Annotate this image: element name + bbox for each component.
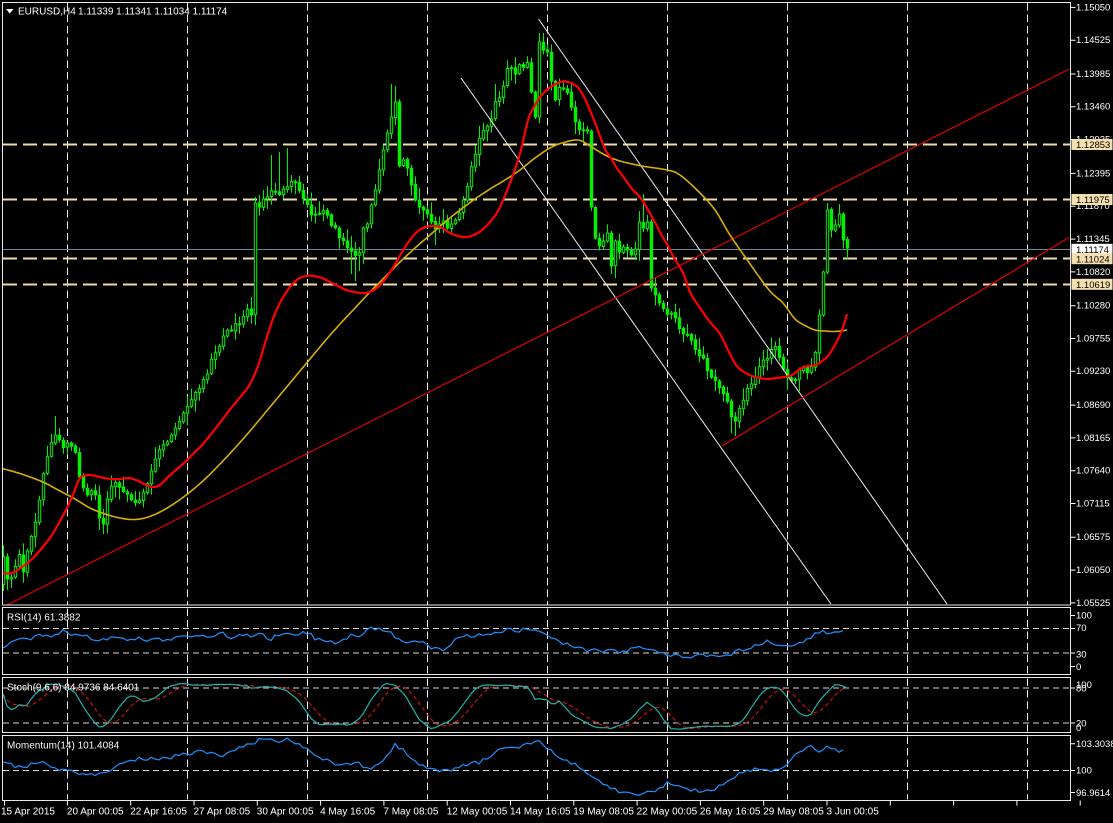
svg-text:70: 70 [1076, 623, 1087, 634]
svg-text:1.08690: 1.08690 [1076, 400, 1110, 411]
svg-text:29 May 08:05: 29 May 08:05 [763, 807, 824, 818]
svg-text:22 Apr 16:05: 22 Apr 16:05 [130, 807, 187, 818]
svg-text:7 May 08:05: 7 May 08:05 [383, 807, 438, 818]
svg-text:30 Apr 00:05: 30 Apr 00:05 [257, 807, 314, 818]
svg-text:100: 100 [1076, 680, 1092, 691]
svg-text:19 May 08:05: 19 May 08:05 [573, 807, 634, 818]
svg-text:0: 0 [1076, 662, 1081, 673]
svg-text:1.11975: 1.11975 [1076, 195, 1110, 206]
svg-text:100: 100 [1076, 611, 1092, 622]
svg-text:1.11174: 1.11174 [1076, 245, 1109, 256]
svg-text:26 May 16:05: 26 May 16:05 [700, 807, 761, 818]
svg-text:1.09755: 1.09755 [1076, 333, 1110, 344]
svg-text:1.13985: 1.13985 [1076, 69, 1110, 80]
svg-text:1.10619: 1.10619 [1076, 280, 1110, 291]
svg-text:1.12395: 1.12395 [1076, 168, 1110, 179]
svg-text:1.08165: 1.08165 [1076, 433, 1110, 444]
svg-text:1.09230: 1.09230 [1076, 366, 1110, 377]
svg-text:1.13460: 1.13460 [1076, 102, 1110, 113]
svg-text:1.06050: 1.06050 [1076, 565, 1110, 576]
svg-text:80: 80 [1076, 684, 1087, 695]
svg-text:96.9614: 96.9614 [1076, 788, 1110, 799]
svg-text:27 Apr 08:05: 27 Apr 08:05 [194, 807, 251, 818]
svg-text:1.10820: 1.10820 [1076, 267, 1110, 278]
svg-text:1.11345: 1.11345 [1076, 234, 1110, 245]
svg-text:1.11870: 1.11870 [1076, 201, 1110, 212]
svg-text:EURUSD,H4: EURUSD,H4 [18, 7, 76, 18]
svg-text:12 May 00:05: 12 May 00:05 [447, 807, 508, 818]
svg-text:103.3038: 103.3038 [1076, 739, 1113, 750]
svg-text:1.07640: 1.07640 [1076, 466, 1110, 477]
svg-text:3 Jun 00:05: 3 Jun 00:05 [827, 807, 880, 818]
svg-text:RSI(14) 61.3882: RSI(14) 61.3882 [7, 613, 81, 624]
svg-text:1.11024: 1.11024 [1076, 254, 1110, 265]
svg-text:1.11339 1.11341 1.11034 1.1117: 1.11339 1.11341 1.11034 1.11174 [78, 7, 228, 18]
svg-text:14 May 16:05: 14 May 16:05 [510, 807, 571, 818]
svg-text:1.12853: 1.12853 [1076, 140, 1110, 151]
svg-text:1.14525: 1.14525 [1076, 35, 1110, 46]
svg-text:22 May 00:05: 22 May 00:05 [637, 807, 698, 818]
svg-text:0: 0 [1076, 723, 1081, 734]
svg-text:1.06575: 1.06575 [1076, 532, 1110, 543]
svg-text:1.05525: 1.05525 [1076, 598, 1110, 609]
svg-text:Stoch(9,6,6) 84.9736 84.6401: Stoch(9,6,6) 84.9736 84.6401 [7, 683, 140, 694]
svg-text:100: 100 [1076, 766, 1092, 777]
svg-text:1.10280: 1.10280 [1076, 301, 1110, 312]
svg-text:20: 20 [1076, 718, 1087, 729]
svg-text:30: 30 [1076, 649, 1087, 660]
svg-text:1.15050: 1.15050 [1076, 2, 1110, 13]
svg-text:Momentum(14) 101.4084: Momentum(14) 101.4084 [7, 741, 120, 752]
svg-text:20 Apr 00:05: 20 Apr 00:05 [67, 807, 124, 818]
svg-text:4 May 16:05: 4 May 16:05 [320, 807, 375, 818]
svg-text:1.07115: 1.07115 [1076, 498, 1110, 509]
svg-text:15 Apr 2015: 15 Apr 2015 [1, 807, 55, 818]
